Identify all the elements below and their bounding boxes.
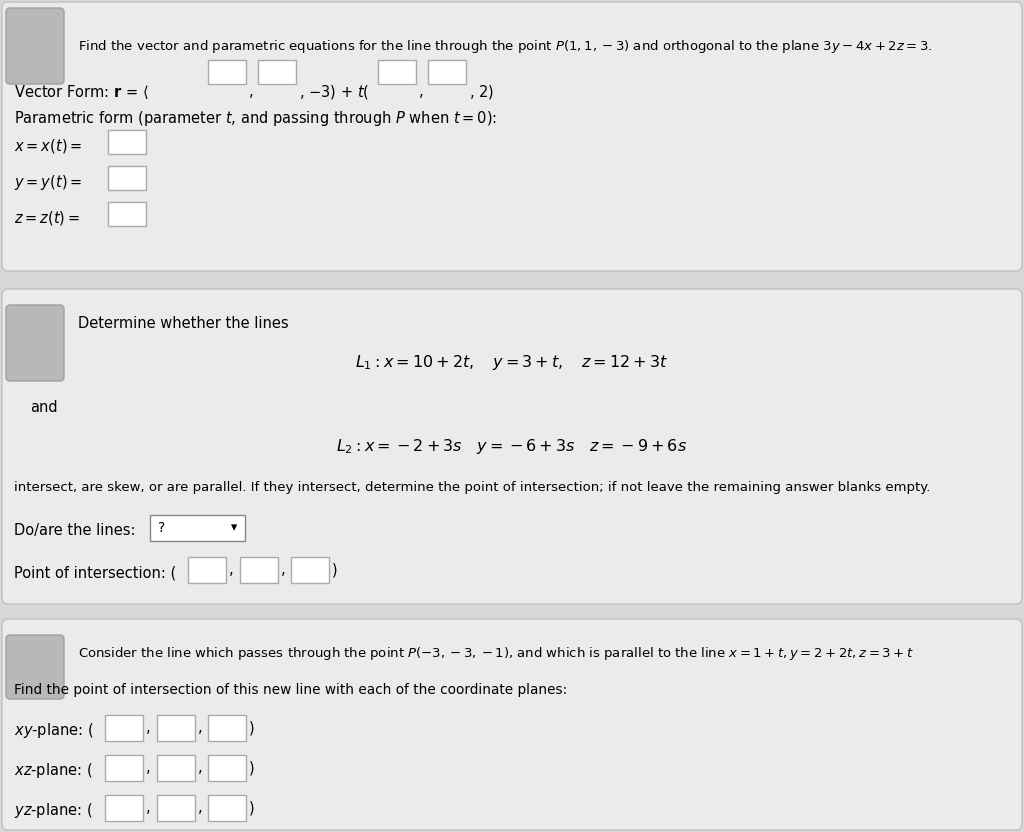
Text: ,: , xyxy=(146,760,151,775)
Text: Parametric form (parameter $t$, and passing through $P$ when $t = 0$):: Parametric form (parameter $t$, and pass… xyxy=(14,110,497,128)
Text: and: and xyxy=(30,399,57,414)
Bar xyxy=(258,60,296,84)
Bar xyxy=(105,755,143,781)
Text: ,: , xyxy=(229,562,233,577)
Text: ): ) xyxy=(249,800,255,815)
Bar xyxy=(157,715,195,741)
Text: $x = x(t) =$: $x = x(t) =$ xyxy=(14,137,82,155)
FancyBboxPatch shape xyxy=(2,619,1022,830)
Text: Determine whether the lines: Determine whether the lines xyxy=(78,315,289,330)
Text: $L_2 : x = -2 + 3s \quad y = -6 + 3s \quad z = -9 + 6s$: $L_2 : x = -2 + 3s \quad y = -6 + 3s \qu… xyxy=(337,438,687,457)
FancyBboxPatch shape xyxy=(6,305,63,381)
Text: ?: ? xyxy=(158,521,165,535)
Bar xyxy=(208,795,246,821)
Text: ): ) xyxy=(249,760,255,775)
Bar xyxy=(208,60,246,84)
Text: Consider the line which passes through the point $P(-3, -3, -1)$, and which is p: Consider the line which passes through t… xyxy=(78,645,914,661)
Text: , $-3)$ + $t($: , $-3)$ + $t($ xyxy=(299,83,370,101)
Bar xyxy=(291,557,329,583)
Bar xyxy=(108,202,146,226)
Text: ,: , xyxy=(146,721,151,735)
Text: ): ) xyxy=(249,721,255,735)
Bar xyxy=(108,166,146,190)
Text: $xy$-plane: (: $xy$-plane: ( xyxy=(14,721,93,740)
Bar xyxy=(157,795,195,821)
Bar xyxy=(378,60,416,84)
Text: Do/are the lines:: Do/are the lines: xyxy=(14,523,135,538)
Text: $z = z(t) =$: $z = z(t) =$ xyxy=(14,209,80,227)
Bar xyxy=(157,755,195,781)
Bar xyxy=(428,60,466,84)
Text: ,: , xyxy=(146,800,151,815)
Text: ,: , xyxy=(419,85,424,100)
Text: ,: , xyxy=(249,85,254,100)
Text: Vector Form: $\mathbf{r}$ = $\langle$: Vector Form: $\mathbf{r}$ = $\langle$ xyxy=(14,83,148,101)
Text: ,: , xyxy=(198,760,203,775)
Text: Find the point of intersection of this new line with each of the coordinate plan: Find the point of intersection of this n… xyxy=(14,683,567,697)
Text: $y = y(t) =$: $y = y(t) =$ xyxy=(14,172,82,191)
FancyBboxPatch shape xyxy=(6,635,63,699)
Bar xyxy=(208,755,246,781)
Bar xyxy=(208,715,246,741)
Text: ▾: ▾ xyxy=(231,522,238,534)
FancyBboxPatch shape xyxy=(2,289,1022,604)
Text: Point of intersection: (: Point of intersection: ( xyxy=(14,566,176,581)
Text: $yz$-plane: (: $yz$-plane: ( xyxy=(14,801,92,820)
Bar xyxy=(240,557,278,583)
Text: ,: , xyxy=(198,721,203,735)
Text: $xz$-plane: (: $xz$-plane: ( xyxy=(14,761,92,780)
Text: intersect, are skew, or are parallel. If they intersect, determine the point of : intersect, are skew, or are parallel. If… xyxy=(14,481,931,493)
FancyBboxPatch shape xyxy=(6,8,63,84)
Text: , $2)$: , $2)$ xyxy=(469,83,494,101)
Bar xyxy=(108,130,146,154)
Text: $L_1 : x = 10 + 2t, \quad y = 3 + t, \quad z = 12 + 3t$: $L_1 : x = 10 + 2t, \quad y = 3 + t, \qu… xyxy=(355,354,669,373)
Bar xyxy=(150,515,245,541)
Bar xyxy=(105,795,143,821)
Text: ,: , xyxy=(198,800,203,815)
Bar xyxy=(105,715,143,741)
Text: ,: , xyxy=(281,562,286,577)
Text: ): ) xyxy=(332,562,338,577)
Bar xyxy=(188,557,226,583)
Text: Find the vector and parametric equations for the line through the point $P(1, 1,: Find the vector and parametric equations… xyxy=(78,38,933,55)
FancyBboxPatch shape xyxy=(2,2,1022,271)
